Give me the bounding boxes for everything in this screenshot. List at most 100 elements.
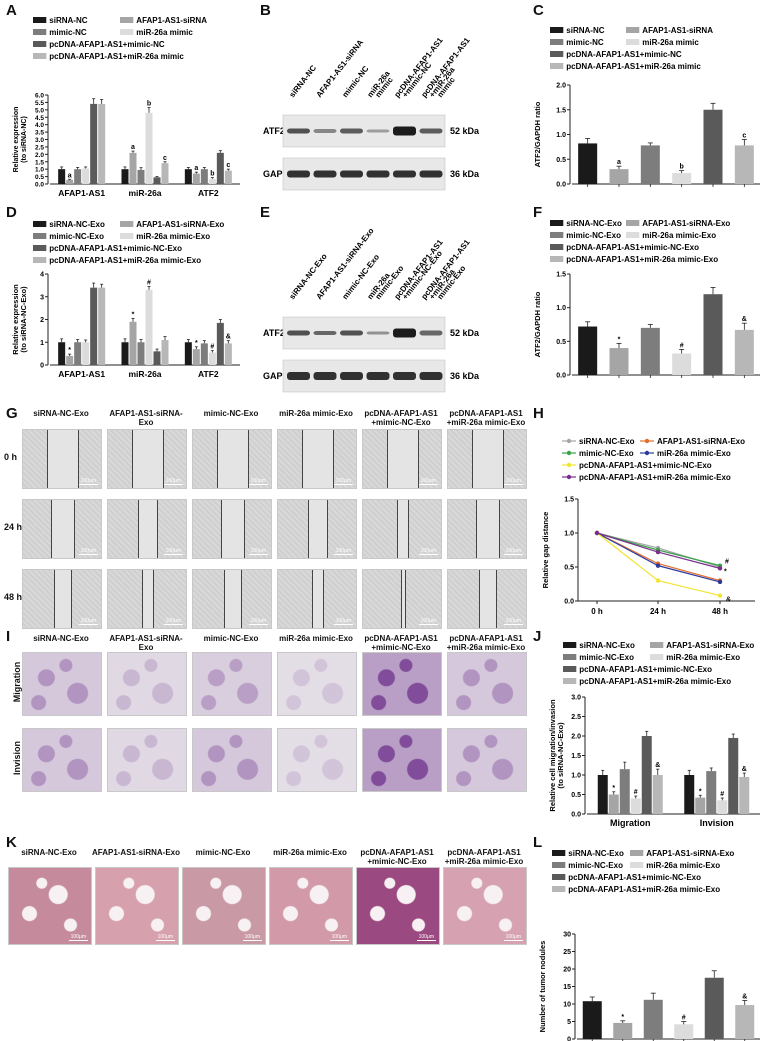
bar [145,112,153,184]
legend-swatch [550,27,564,33]
legend-label: miR-26a mimic-Exo [666,653,740,662]
significance-label: c [742,132,746,139]
legend-swatch [552,886,566,892]
bar [74,169,82,184]
wound-gap [308,500,328,558]
y-tick-label: 15 [563,984,571,991]
y-axis-label: Relative expression [13,107,20,173]
legend-swatch [33,233,47,239]
wound-gap [54,570,72,628]
bar [652,775,663,814]
y-tick-label: 2.0 [556,83,566,90]
legend-label: pcDNA-AFAP1-AS1+miR-26a mimic-Exo [566,255,718,264]
bar [703,109,723,184]
legend-swatch [563,654,577,660]
transwell-image [362,652,442,716]
significance-label: a [194,165,198,172]
legend-swatch [33,257,47,263]
column-label: miR-26a mimic-Exo [279,409,353,418]
category-label: ATF2 [198,369,219,379]
bar [578,143,598,184]
y-tick-label: 1.0 [564,531,574,538]
column-label: miR-26a mimic-Exo [279,634,353,643]
bar [129,152,137,184]
bar [609,348,629,375]
legend-swatch [120,233,134,239]
protein-band [313,372,337,380]
y-axis-label: (to siRNA-NC-Exo) [19,286,28,353]
bar [145,289,153,365]
y-tick-label: 0.0 [571,812,581,819]
panel-label-k: K [6,834,17,851]
bar [192,349,200,365]
column-label: pcDNA-AFAP1-AS1 +mimic-NC-Exo [364,409,438,427]
legend-label: miR-26a mimic [136,28,193,37]
bar [695,797,706,814]
bar [82,342,90,365]
significance-label: c [163,155,167,162]
lung-he-image: 100μm [269,867,353,945]
bar [98,103,106,184]
bar [728,737,739,814]
data-point [717,593,723,598]
legend-marker [644,450,650,456]
bar [578,326,598,375]
wound-gap [312,570,324,628]
bar [90,103,98,184]
legend-label: mimic-NC-Exo [49,232,104,241]
legend-label: AFAP1-AS1-siRNA [136,16,207,25]
scale-bar: 100μm [78,548,98,555]
legend-label: mimic-NC-Exo [568,861,623,870]
legend-label: siRNA-NC-Exo [579,641,635,650]
protein-band [287,330,310,336]
bar [184,342,192,365]
bar [717,800,728,814]
legend-swatch [630,862,644,868]
protein-band [419,128,443,134]
bar [672,173,692,184]
column-label: mimic-NC-Exo [203,634,259,643]
y-axis-label: (to siRNA-NC) [21,116,28,163]
y-tick-label: 0.5 [556,339,566,346]
significance-label: # [725,559,729,566]
transwell-image [192,652,272,716]
protein-band [366,129,390,133]
significance-label: b [210,171,214,178]
protein-band [340,372,363,380]
bar [216,152,224,184]
wound-image: 100μm [22,429,102,489]
significance-label: & [655,762,660,769]
panel-label-c: C [533,2,544,19]
wound-gap [400,570,406,628]
data-point [594,530,600,536]
legend-marker [566,474,572,480]
wound-image: 100μm [107,569,187,629]
lung-he-image: 100μm [443,867,527,945]
significance-label: & [742,316,747,323]
wound-image: 100μm [192,429,272,489]
column-label: mimic-NC-Exo [203,409,259,418]
wound-image: 100μm [362,429,442,489]
legend-swatch [626,220,640,226]
chart-f-atf2-ratio-exo: siRNA-NC-Exo AFAP1-AS1-siRNA-Exo mimic-NC-… [533,219,760,380]
chart-h-gap-distance: siRNA-NC-Exo AFAP1-AS1-siRNA-Exo mimic-NC-… [541,437,755,616]
y-tick-label: 0.5 [571,792,581,799]
significance-label: a [617,159,621,166]
legend-label: siRNA-NC-Exo [566,219,622,228]
legend-label: AFAP1-AS1-siRNA-Exo [642,219,730,228]
scale-bar: 100μm [329,934,349,941]
scale-bar: 100μm [68,934,88,941]
significance-label: * [618,336,621,343]
wound-gap [397,500,409,558]
protein-band [287,372,310,380]
legend-swatch [563,642,577,648]
protein-band [393,328,416,338]
y-tick-label: 6.0 [35,93,44,100]
y-tick-label: 1.5 [556,107,566,114]
protein-band [393,170,416,178]
protein-band [340,170,363,178]
legend-swatch [550,63,564,69]
blot-row-label: ATF2 [263,328,285,338]
legend-label: miR-26a mimic-Exo [136,232,210,241]
western-blot-b: siRNA-NC AFAP1-AS1-siRNA mimic-NC miR-26a mi… [258,0,530,200]
